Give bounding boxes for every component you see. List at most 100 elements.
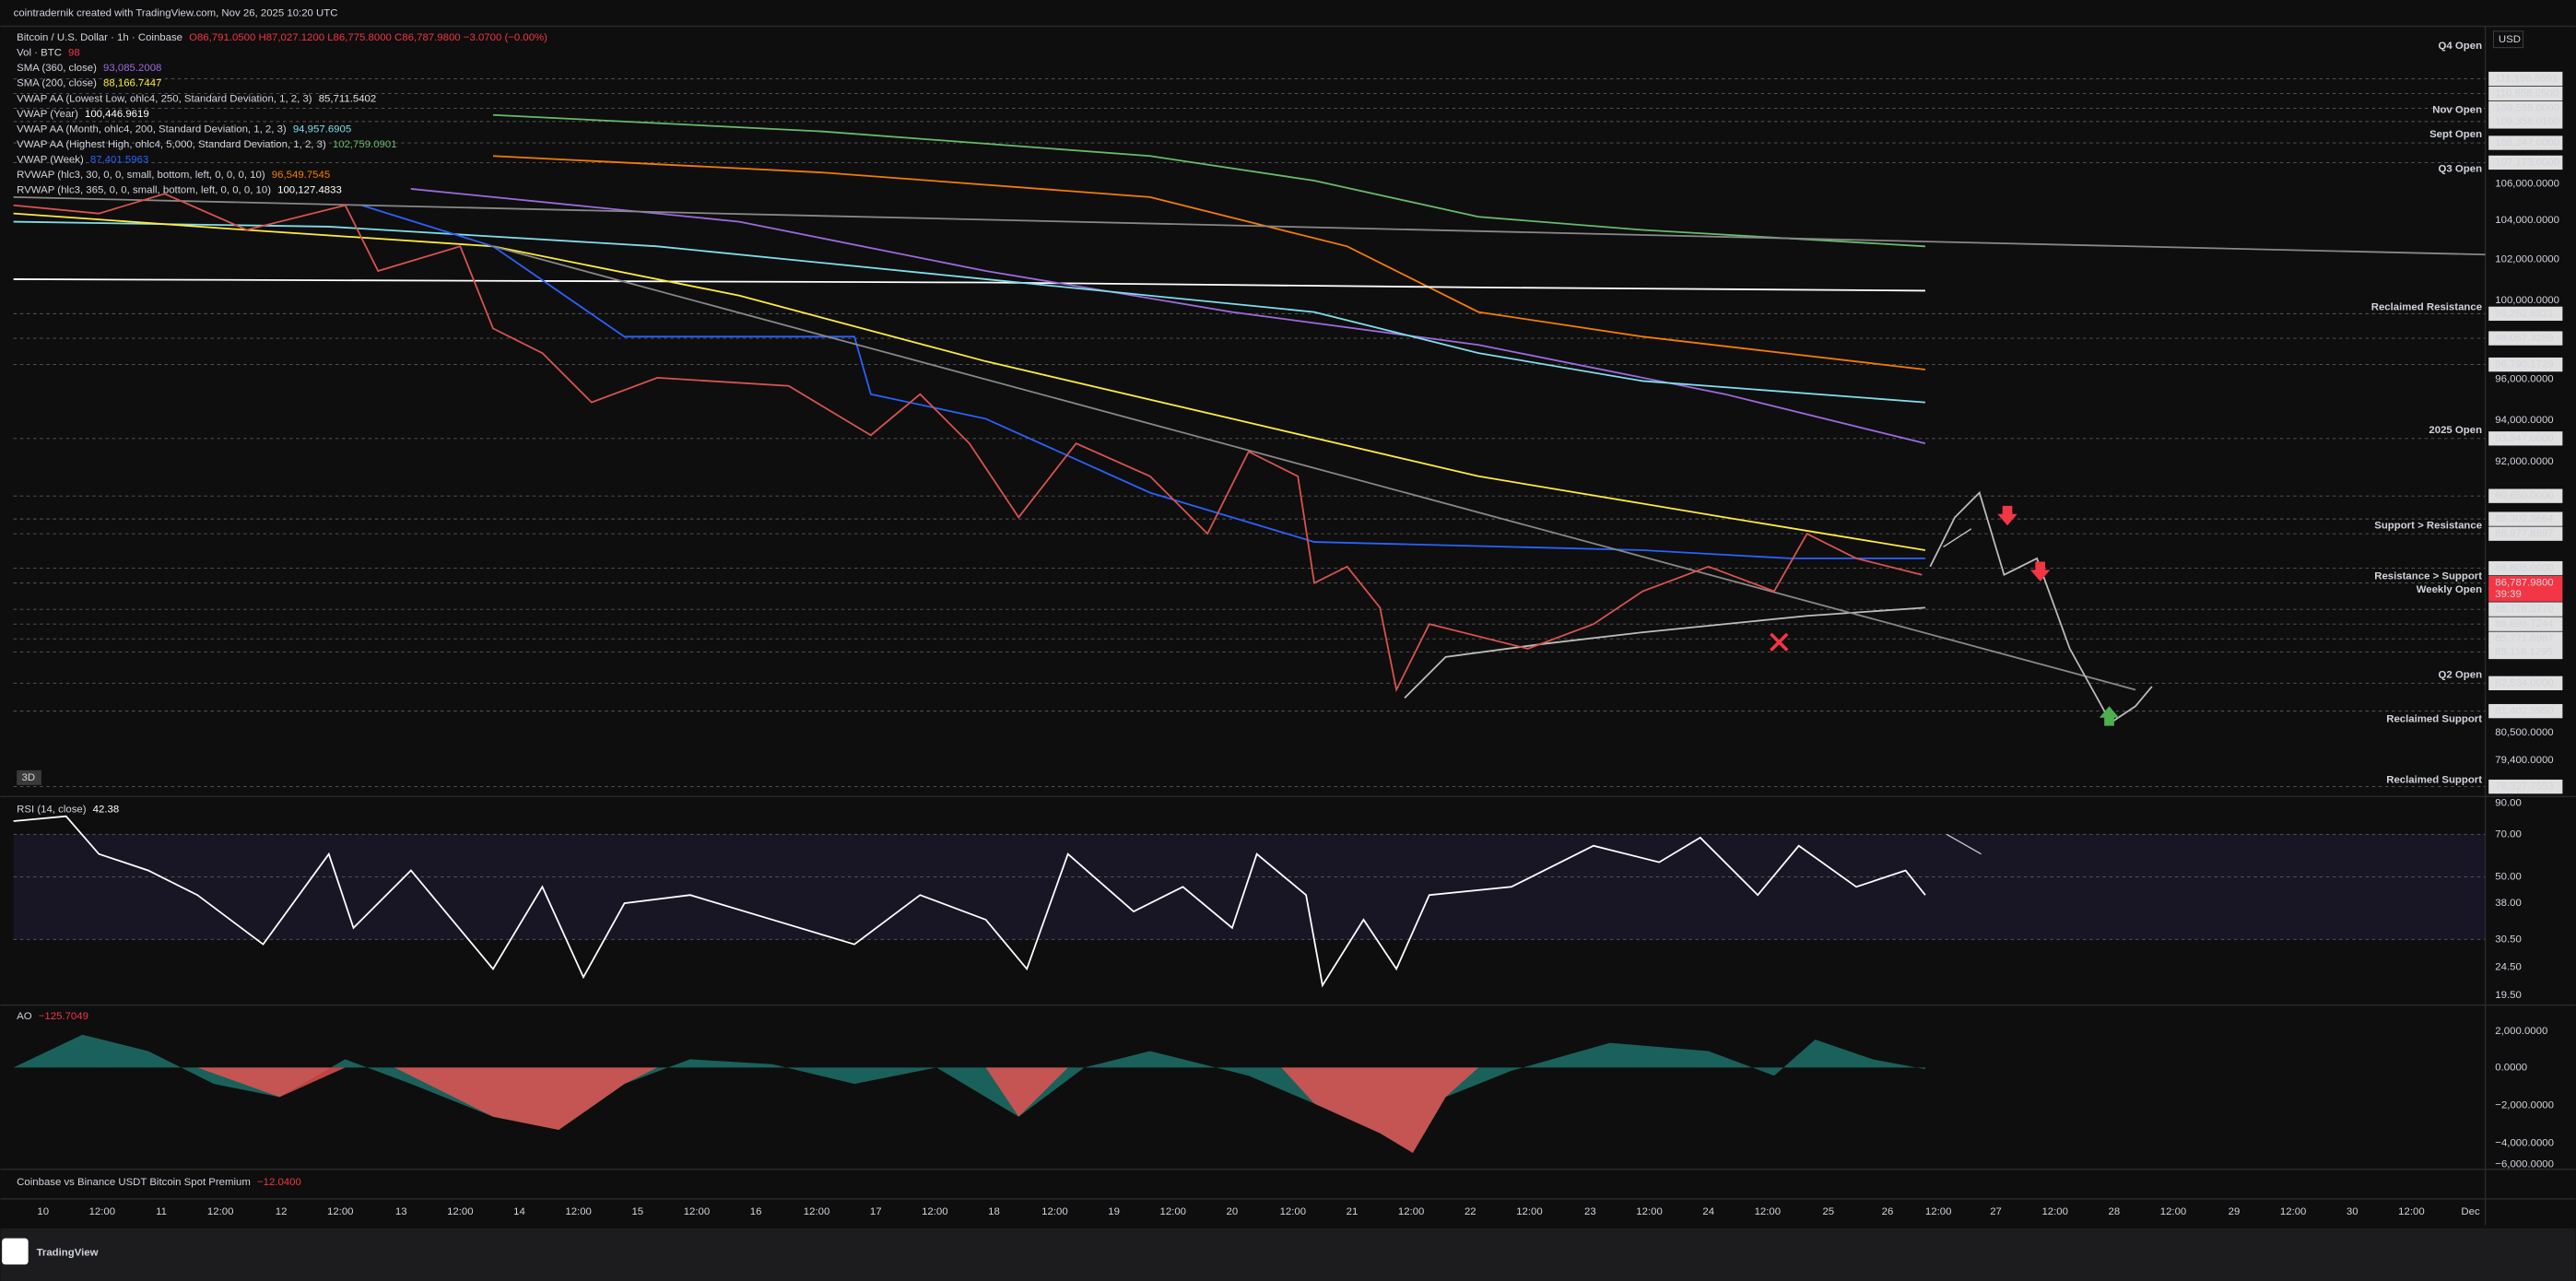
sma-360 xyxy=(410,188,1926,445)
price-badge-label: 86,808.0000 xyxy=(2495,563,2553,574)
legend-name: VWAP (Year) xyxy=(17,109,78,120)
time-tick: 12:00 xyxy=(2041,1206,2068,1217)
down-arrow xyxy=(1997,505,2017,526)
rvwap-30 xyxy=(492,155,1926,370)
price-badge-label: 111,196.6591 xyxy=(2495,74,2558,85)
price-badge-label: 81,402.9950 xyxy=(2495,706,2553,717)
time-tick: 27 xyxy=(1990,1206,2002,1217)
legend-name: AO xyxy=(17,1011,32,1022)
legend-value: −125.7049 xyxy=(39,1011,88,1022)
time-tick: 12:00 xyxy=(922,1206,948,1217)
price-path xyxy=(13,193,1923,693)
legend-item: RVWAP (hlc3, 30, 0, 0, small, bottom, le… xyxy=(17,170,330,181)
legend-name: Vol · BTC xyxy=(17,48,62,59)
legend-name: VWAP (Week) xyxy=(17,155,84,166)
price-badge-label: 99,262.6821 xyxy=(2495,308,2553,319)
forecast-path xyxy=(1929,490,2153,724)
ao-tick: 0.0000 xyxy=(2495,1062,2527,1073)
legend-item: VWAP AA (Highest High, ohlc4, 5,000, Sta… xyxy=(17,139,396,150)
rsi-line xyxy=(13,815,1926,988)
legend-item: Bitcoin / U.S. Dollar · 1h · Coinbase O86… xyxy=(17,32,547,43)
arrow xyxy=(1943,528,1972,547)
price-badge-label: 98,057.3259 xyxy=(2495,333,2553,344)
legend-item: RSI (14, close) 42.38 xyxy=(17,805,119,816)
time-tick: 12:00 xyxy=(1755,1206,1782,1217)
badge-box xyxy=(17,770,41,785)
up-arrow xyxy=(2099,706,2120,726)
legend-value: 85,711.5402 xyxy=(319,93,377,104)
time-tick: 26 xyxy=(1882,1206,1894,1217)
currency: USD xyxy=(2499,34,2521,45)
price-badge xyxy=(2488,631,2563,646)
x-mark xyxy=(1770,632,1789,652)
vwap-highest-high xyxy=(492,113,1925,248)
price-badge xyxy=(2488,431,2563,446)
vwap-month xyxy=(13,220,1926,404)
price-badge-label: 96,790.1729 xyxy=(2495,359,2553,370)
down-arrow xyxy=(2029,561,2051,582)
rsi-band xyxy=(13,834,2486,940)
ao-tick: −6,000.0000 xyxy=(2495,1158,2554,1169)
legend-item: VWAP (Week) 87,401.5963 xyxy=(17,155,148,166)
time-tick: 12:00 xyxy=(1280,1206,1307,1217)
level-name: Nov Open xyxy=(2432,104,2482,115)
price-badge xyxy=(2488,306,2563,322)
legend-item: VWAP (Year) 100,446.9619 xyxy=(17,109,149,120)
legend-name: SMA (360, close) xyxy=(17,63,97,74)
legend-item: SMA (200, close) 88,166.7447 xyxy=(17,78,161,89)
price-badge xyxy=(2488,676,2563,690)
legend-item: VWAP AA (Month, ohlc4, 200, Standard Dev… xyxy=(17,123,351,135)
legend-value: 98 xyxy=(68,48,80,59)
time-tick: 12:00 xyxy=(1925,1206,1952,1217)
sma-200 xyxy=(13,212,1926,551)
legend-name: RSI (14, close) xyxy=(17,805,87,816)
price-badge-label: 109,555.0000 xyxy=(2495,103,2559,114)
price-badge xyxy=(2488,617,2563,631)
rsi-tick: 38.00 xyxy=(2495,898,2522,909)
legend-name: RVWAP (hlc3, 30, 0, 0, small, bottom, le… xyxy=(17,170,265,181)
level-name: 2025 Open xyxy=(2429,425,2482,436)
legend-name: VWAP AA (Lowest Low, ohlc4, 250, Standar… xyxy=(17,93,312,104)
legend-name: RVWAP (hlc3, 365, 0, 0, small, bottom, l… xyxy=(17,185,271,196)
legend-name: Coinbase vs Binance USDT Bitcoin Spot Pr… xyxy=(17,1177,251,1188)
ao-tick: −2,000.0000 xyxy=(2495,1099,2554,1111)
price-badge-label: 88,977.8997 xyxy=(2495,528,2553,539)
vwap-week xyxy=(361,204,1925,559)
level-name: Q2 Open xyxy=(2439,669,2483,680)
time-tick: 12:00 xyxy=(565,1206,592,1217)
time-tick: 11 xyxy=(156,1206,167,1217)
price-badge-label: 82,534.0000 xyxy=(2495,677,2553,688)
time-tick: 15 xyxy=(631,1206,643,1217)
price-badge-label: 86,787.9800 xyxy=(2495,578,2553,589)
time-tick: 12 xyxy=(276,1206,288,1217)
legend-value: 94,957.6905 xyxy=(293,123,351,135)
time-tick: 12:00 xyxy=(207,1206,234,1217)
legend-name: Bitcoin / U.S. Dollar · 1h · Coinbase xyxy=(17,32,182,43)
legend-item: Vol · BTC 98 xyxy=(17,48,80,59)
time-tick: 13 xyxy=(395,1206,407,1217)
time-tick: 24 xyxy=(1702,1206,1714,1217)
price-badge xyxy=(2488,526,2563,541)
time-tick: 25 xyxy=(1822,1206,1834,1217)
price-badge-label: 90,650.0000 xyxy=(2495,490,2553,501)
level-name: Resistance > Support xyxy=(2374,571,2482,582)
time-tick: 23 xyxy=(1584,1206,1596,1217)
currency-box xyxy=(2493,30,2524,49)
level-name: Q3 Open xyxy=(2439,164,2483,175)
time-tick: 12:00 xyxy=(1636,1206,1663,1217)
time-tick: 12:00 xyxy=(447,1206,474,1217)
price-tick: 96,000.0000 xyxy=(2495,374,2553,385)
legend-name: VWAP AA (Month, ohlc4, 200, Standard Dev… xyxy=(17,123,287,135)
time-tick: 29 xyxy=(2229,1206,2241,1217)
price-tick: 106,000.0000 xyxy=(2495,179,2559,190)
price-badge xyxy=(2488,488,2563,503)
rsi-tick: 70.00 xyxy=(2495,829,2522,840)
time-tick: 12:00 xyxy=(1041,1206,1068,1217)
price-badge-label: 78,327.7553 xyxy=(2495,782,2553,793)
price-badge-label: 109,358.0100 xyxy=(2495,116,2559,127)
level-name: Reclaimed Support xyxy=(2386,774,2482,785)
price-tick: 79,400.0000 xyxy=(2495,755,2553,766)
time-tick: 19 xyxy=(1108,1206,1120,1217)
